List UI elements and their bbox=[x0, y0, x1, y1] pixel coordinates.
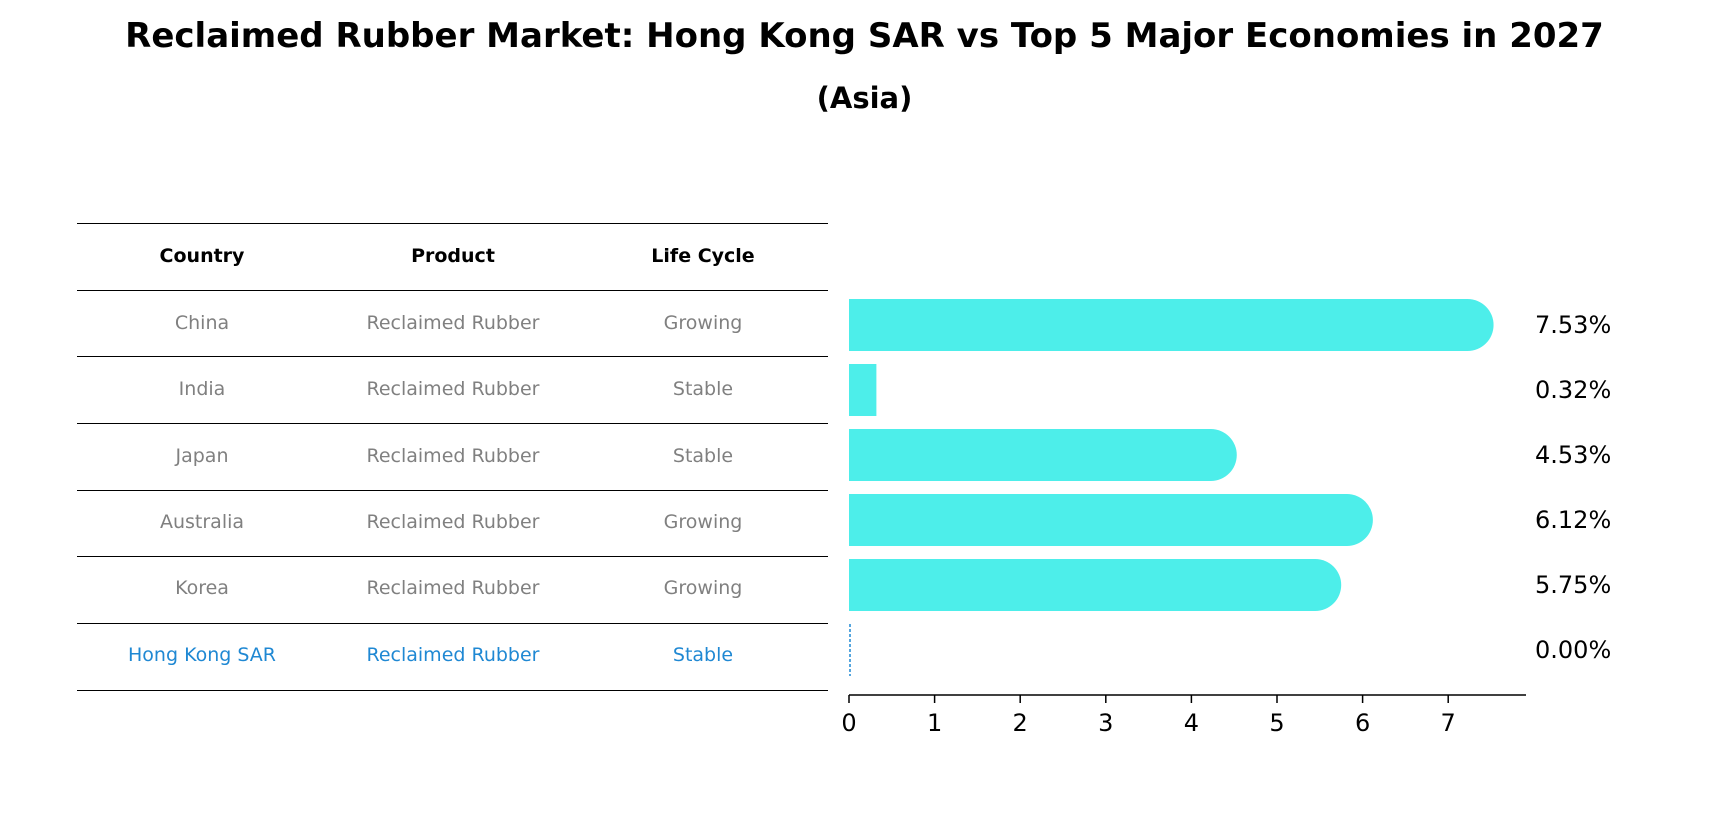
bar-value-label: 7.53% bbox=[1535, 311, 1611, 339]
table-cell-life-cycle: Growing bbox=[663, 511, 743, 533]
chart-title: Reclaimed Rubber Market: Hong Kong SAR v… bbox=[125, 16, 1604, 56]
bar-value-label: 0.00% bbox=[1535, 636, 1611, 664]
x-tick-label: 7 bbox=[1441, 709, 1456, 737]
table-cell-product: Reclaimed Rubber bbox=[366, 577, 540, 599]
table-rule bbox=[77, 490, 828, 491]
bar-value-label: 6.12% bbox=[1535, 506, 1611, 534]
table-cell-country: Japan bbox=[175, 445, 229, 467]
table-cell-life-cycle: Stable bbox=[672, 378, 734, 400]
table-rule bbox=[77, 356, 828, 357]
bar-value-label: 0.32% bbox=[1535, 376, 1611, 404]
table-rule bbox=[77, 423, 828, 424]
x-tick-label: 0 bbox=[841, 709, 856, 737]
table-rule bbox=[77, 290, 828, 291]
table-cell-product: Reclaimed Rubber bbox=[366, 511, 540, 533]
table-header-cell: Life Cycle bbox=[651, 245, 755, 267]
bar-value-label: 4.53% bbox=[1535, 441, 1611, 469]
x-tick-label: 3 bbox=[1098, 709, 1113, 737]
table-cell-country: Korea bbox=[175, 577, 229, 599]
table-cell-country: Australia bbox=[159, 511, 245, 533]
table-cell-product: Reclaimed Rubber bbox=[366, 445, 540, 467]
x-tick-label: 5 bbox=[1269, 709, 1284, 737]
x-tick-label: 2 bbox=[1013, 709, 1028, 737]
table-rule bbox=[77, 690, 828, 691]
bar-india bbox=[849, 364, 877, 416]
table-cell-life-cycle: Growing bbox=[663, 312, 743, 334]
table-cell-country: India bbox=[178, 378, 226, 400]
table-cell-product: Reclaimed Rubber bbox=[366, 378, 540, 400]
table-cell-life-cycle: Stable bbox=[672, 644, 734, 666]
table-cell-life-cycle: Stable bbox=[672, 445, 734, 467]
table-rule bbox=[77, 623, 828, 624]
data-table: Country Product Life Cycle China Reclaimed R… bbox=[0, 0, 850, 823]
bar-korea bbox=[849, 559, 1342, 611]
x-tick-label: 6 bbox=[1355, 709, 1370, 737]
table-rule bbox=[77, 223, 828, 224]
table-cell-country: Hong Kong SAR bbox=[128, 644, 276, 666]
bar-japan bbox=[849, 429, 1237, 481]
table-cell-product: Reclaimed Rubber bbox=[366, 312, 540, 334]
x-tick-label: 4 bbox=[1184, 709, 1199, 737]
table-rule bbox=[77, 556, 828, 557]
table-cell-life-cycle: Growing bbox=[663, 577, 743, 599]
bar-australia bbox=[849, 494, 1373, 546]
bar-value-label: 5.75% bbox=[1535, 571, 1611, 599]
table-cell-product: Reclaimed Rubber bbox=[366, 644, 540, 666]
chart-subtitle: (Asia) bbox=[816, 81, 913, 115]
table-header-cell: Country bbox=[159, 245, 245, 267]
x-tick-label: 1 bbox=[927, 709, 942, 737]
table-header-cell: Product bbox=[411, 245, 495, 267]
table-cell-country: China bbox=[174, 312, 230, 334]
bar-china bbox=[849, 299, 1494, 351]
